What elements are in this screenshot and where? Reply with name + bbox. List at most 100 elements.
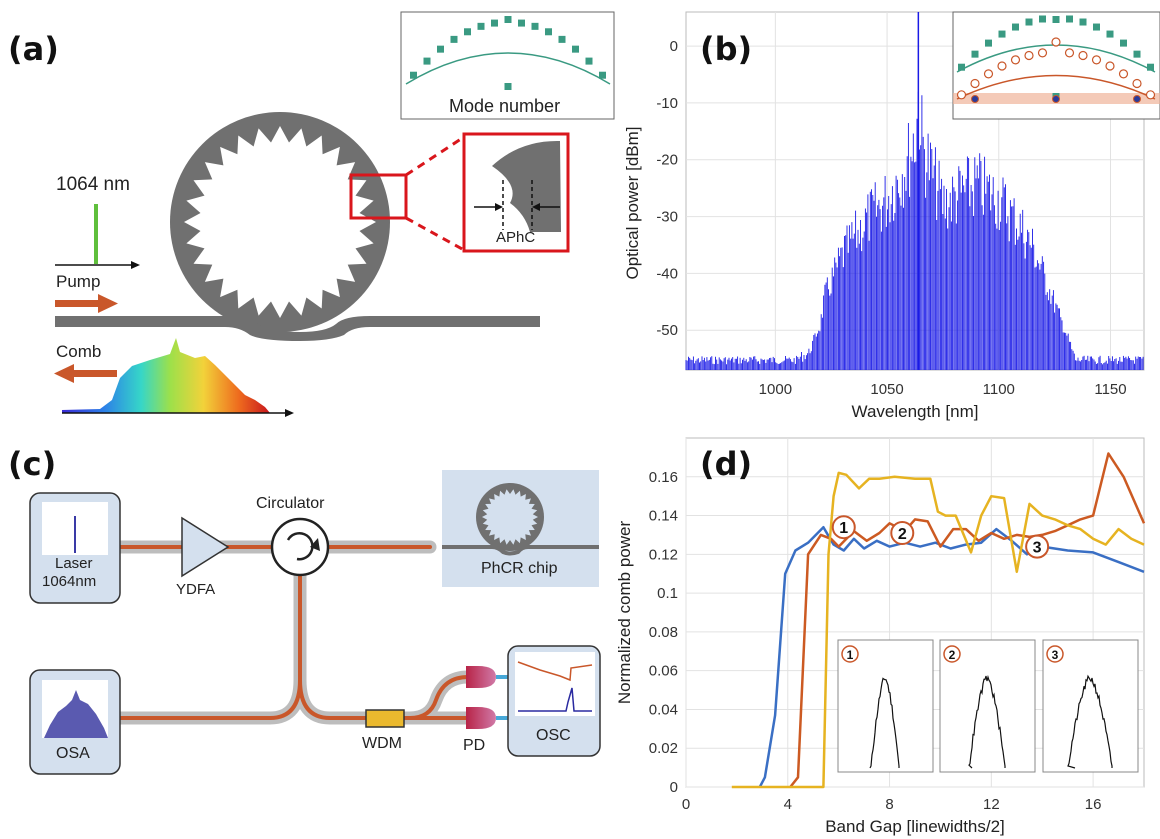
y-tick-label: -50 <box>656 322 678 339</box>
mode-split-inset <box>952 11 1160 120</box>
pump-wavelength-label: 1064 nm <box>56 174 130 195</box>
y-tick-label: -40 <box>656 265 678 282</box>
phcr-chip-label: PhCR chip <box>481 560 558 577</box>
mode-markers <box>410 16 606 90</box>
x-tick-label: 0 <box>682 796 690 813</box>
mode-marker <box>1066 15 1073 23</box>
mode-marker <box>450 35 458 43</box>
mode-marker <box>1133 50 1141 58</box>
split-mode-marker <box>970 78 980 89</box>
mode-marker-upper <box>1052 16 1060 23</box>
photodetector-icon <box>466 666 512 729</box>
zoom-region-box <box>349 173 408 220</box>
x-tick-label: 1100 <box>983 381 1015 398</box>
x-tick-label: 12 <box>983 796 1000 813</box>
x-tick-label: 1000 <box>759 381 792 398</box>
y-axis-title: Optical power [dBm] <box>623 126 642 279</box>
split-mode-marker <box>1064 48 1075 58</box>
circulator-label: Circulator <box>256 495 325 512</box>
panel-c <box>29 470 601 775</box>
mode-number-label: Mode number <box>449 96 561 116</box>
split-mode-marker <box>1078 50 1088 61</box>
split-mode-marker <box>1118 69 1129 79</box>
mode-marker <box>477 22 485 30</box>
series-line-3 <box>731 471 1145 789</box>
laser-label-line2: 1064nm <box>42 573 97 590</box>
marker-label: 1 <box>839 520 848 537</box>
panel-d-label: (d) <box>700 445 753 483</box>
split-mode-marker <box>983 69 994 79</box>
mode-marker <box>599 71 606 79</box>
osa-instrument <box>29 669 121 775</box>
mode-marker-upper <box>504 16 512 23</box>
marker-label: 3 <box>1033 540 1042 557</box>
mode-marker <box>985 39 992 47</box>
y-tick-label: 0 <box>670 38 678 55</box>
mode-number-inset <box>400 11 615 120</box>
ring-photonic-crystal-teeth <box>184 126 376 318</box>
x-tick-label: 4 <box>784 796 792 813</box>
mode-marker <box>1106 30 1114 38</box>
x-tick-label: 1050 <box>870 381 903 398</box>
split-mode-marker <box>1010 55 1021 65</box>
laser-label-line1: Laser <box>55 555 93 572</box>
wdm-icon <box>365 709 405 728</box>
ydfa-amplifier-icon <box>181 516 230 578</box>
x-tick-label: 8 <box>885 796 893 813</box>
x-axis-title: Wavelength [nm] <box>852 402 979 421</box>
comb-rainbow-spectrum <box>62 338 270 413</box>
bus-waveguide <box>55 316 540 341</box>
laser-source <box>29 492 121 604</box>
circulator-icon <box>270 517 330 577</box>
aphc-zoom-inset <box>462 132 570 253</box>
mode-marker-lower <box>504 83 512 90</box>
mode-marker <box>1079 18 1087 26</box>
split-mode-marker-upper <box>1051 37 1061 47</box>
split-mode-marker <box>1105 61 1115 71</box>
y-tick-label: 0.08 <box>649 624 678 641</box>
x-tick-label: 16 <box>1085 796 1102 813</box>
pump-axis-arrowhead <box>131 261 140 269</box>
y-tick-label: 0.1 <box>657 585 678 602</box>
phcr-chip <box>442 470 599 587</box>
split-mode-marker <box>1037 48 1048 58</box>
split-mode-marker <box>1024 50 1034 61</box>
y-tick-label: 0 <box>670 779 678 796</box>
pump-label: Pump <box>56 272 101 291</box>
series-line-2 <box>789 452 1146 788</box>
ring-resonator <box>170 112 390 332</box>
y-tick-label: -10 <box>656 95 678 112</box>
y-tick-label: 0.06 <box>649 663 678 680</box>
y-tick-label: -20 <box>656 152 678 169</box>
pump-arrow-icon <box>55 294 118 313</box>
y-tick-label: 0.16 <box>649 469 678 486</box>
mode-marker <box>518 19 525 27</box>
mode-marker <box>558 35 566 43</box>
comb-label: Comb <box>56 342 102 361</box>
mode-marker <box>1025 18 1033 26</box>
mode-marker <box>585 57 593 65</box>
mode-marker <box>464 28 471 36</box>
split-mode-marker <box>997 61 1007 71</box>
marker-3 <box>1025 534 1050 559</box>
split-mode-marker <box>956 90 967 100</box>
mode-marker <box>423 57 431 65</box>
mode-marker <box>998 30 1006 38</box>
mode-marker <box>410 71 417 79</box>
mode-split-markers <box>956 15 1156 103</box>
zoom-dash-bottom <box>405 216 465 252</box>
pd-label: PD <box>463 737 486 754</box>
comb-power-chart: 0 4 8 12 1600.020.040.060.080.10.120.140.161… <box>615 437 1146 836</box>
pumped-mode-marker <box>1133 95 1141 103</box>
mode-marker <box>1147 63 1154 71</box>
marker-label: 2 <box>898 526 907 543</box>
aphc-label: APhC <box>496 229 536 246</box>
mode-marker <box>545 28 552 36</box>
inset-marker-label: 3 <box>1052 648 1059 662</box>
inset-spectrum-2: 2 <box>939 639 1036 773</box>
y-tick-label: 0.02 <box>649 740 678 757</box>
panel-a-label: (a) <box>8 30 59 68</box>
x-tick-label: 1150 <box>1094 381 1126 398</box>
y-tick-label: -30 <box>656 209 678 226</box>
y-tick-label: 0.12 <box>649 546 678 563</box>
